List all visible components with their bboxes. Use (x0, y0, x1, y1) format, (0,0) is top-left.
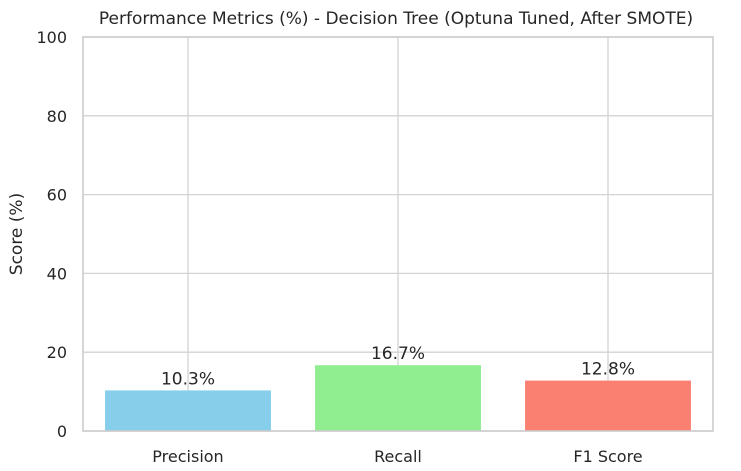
y-axis-label: Score (%) (7, 193, 27, 275)
y-tick-label: 60 (47, 186, 67, 205)
y-tick-label: 0 (57, 422, 67, 441)
bar (525, 380, 691, 431)
chart-title: Performance Metrics (%) - Decision Tree … (99, 9, 693, 29)
y-tick-label: 40 (47, 264, 67, 283)
x-tick-label: Recall (374, 447, 422, 466)
y-tick-label: 80 (47, 107, 67, 126)
data-label: 16.7% (371, 344, 425, 364)
x-axis-ticks: Precision Recall F1 Score (152, 447, 642, 466)
x-tick-label: F1 Score (573, 447, 642, 466)
y-tick-label: 20 (47, 343, 67, 362)
y-tick-label: 100 (36, 28, 67, 47)
data-label: 12.8% (581, 360, 635, 380)
data-label: 10.3% (161, 369, 215, 389)
bars (105, 365, 691, 431)
plot-frame (82, 36, 714, 432)
data-labels: 10.3% 16.7% 12.8% (161, 344, 635, 389)
bar (105, 390, 271, 431)
y-axis-ticks: 0 20 40 60 80 100 (36, 28, 67, 441)
x-tick-label: Precision (152, 447, 223, 466)
bar (315, 365, 481, 431)
